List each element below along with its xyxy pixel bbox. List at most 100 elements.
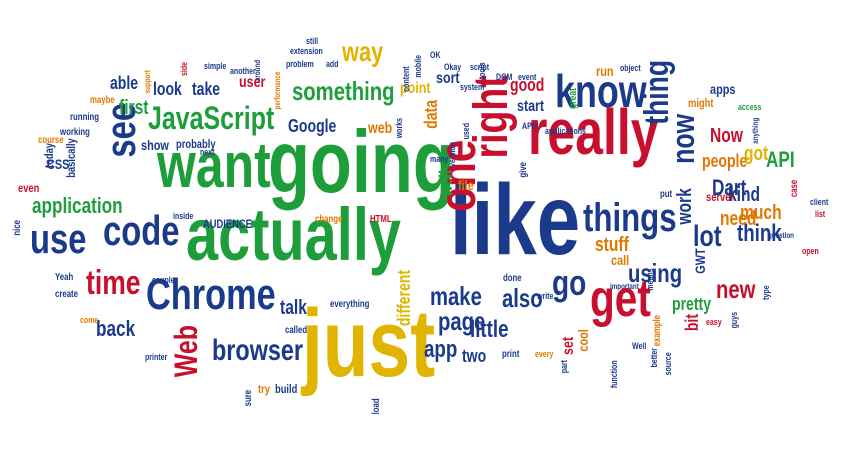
word-list: list (815, 209, 826, 219)
word-might: might (688, 96, 714, 110)
word-now: Now (710, 125, 743, 147)
word-much: much (740, 202, 782, 224)
word-look: look (153, 79, 182, 99)
word-run: run (596, 63, 614, 79)
word-running: running (70, 112, 100, 123)
word-load: load (371, 398, 382, 415)
word-version: version (447, 141, 457, 167)
word-source: source (663, 352, 673, 376)
word-get: get (590, 270, 651, 328)
word-chrome: Chrome (146, 270, 276, 319)
word-means: means (645, 268, 655, 291)
word-couple: couple (152, 275, 175, 285)
word-change: change (315, 214, 343, 225)
word-way: way (342, 36, 384, 67)
word-show: show (141, 137, 169, 153)
word-many: many (430, 154, 449, 164)
word-case: case (789, 179, 800, 198)
word-want: want (157, 129, 271, 201)
word-stuff: stuff (595, 234, 629, 256)
word-come: come (80, 315, 99, 325)
word-called: called (285, 325, 308, 336)
word-important: important (610, 282, 639, 291)
word-css: CSS (47, 156, 70, 172)
word-talk: talk (280, 297, 307, 319)
word-everything: everything (330, 299, 370, 310)
word-know: know (555, 65, 647, 117)
word-extension: extension (290, 46, 323, 56)
word-able: able (110, 73, 139, 93)
word-open: open (802, 246, 819, 256)
word-still: still (306, 36, 319, 46)
word-going: going (268, 112, 455, 211)
word-web: Web (168, 325, 204, 378)
word-system: system (460, 82, 485, 92)
word-well: well (436, 169, 456, 197)
word-anything: anything (751, 117, 760, 144)
word-dart: Dart (712, 175, 747, 200)
word-type: type (761, 285, 771, 300)
word-create: create (55, 289, 78, 300)
word-great: great (567, 88, 579, 110)
word-using: using (628, 258, 683, 288)
word-better: better (649, 347, 659, 368)
word-page: page (438, 306, 486, 336)
word-good: good (510, 75, 545, 95)
word-inside: inside (173, 211, 194, 221)
word-write: write (537, 291, 554, 301)
word-yeah: Yeah (55, 272, 74, 283)
word-google: Google (288, 116, 337, 136)
word-guys: guys (729, 311, 739, 329)
word-access: access (738, 102, 762, 112)
word-object: object (620, 63, 641, 73)
word-server: server (706, 190, 735, 204)
word-works: works (394, 117, 404, 139)
word-cool: cool (575, 329, 591, 352)
word-build: build (275, 382, 298, 396)
word-sort: sort (436, 70, 460, 87)
word-people: people (702, 151, 748, 171)
word-put: put (660, 189, 673, 200)
word-start: start (517, 98, 545, 115)
word-really: really (528, 96, 659, 168)
word-today: today (42, 142, 56, 168)
word-new: new (716, 274, 756, 304)
word-go: go (552, 262, 587, 303)
word-gwt: GWT (692, 248, 708, 274)
word-sure: sure (243, 389, 254, 407)
word-easy: easy (706, 317, 722, 327)
word-take: take (192, 79, 221, 99)
word-even: even (18, 181, 40, 195)
word-just: just (302, 290, 436, 397)
word-another: another (230, 66, 256, 76)
word-make: make (430, 281, 482, 311)
word-like: like (450, 164, 581, 276)
word-content: content (401, 66, 411, 92)
word-client: client (810, 197, 829, 207)
word-back: back (96, 316, 136, 341)
word-part: part (559, 359, 569, 374)
word-javascript: JavaScript (148, 100, 275, 136)
word-question: question (768, 231, 795, 240)
word-maybe: maybe (90, 95, 115, 106)
word-printer: printer (145, 352, 168, 362)
word-basically: basically (64, 138, 78, 178)
word-also: also (502, 283, 543, 313)
word-print: print (502, 349, 520, 360)
word-apis: APIs (522, 121, 538, 131)
word-browser: browser (212, 334, 304, 367)
word-app: app (424, 336, 458, 363)
word-got: got (744, 143, 769, 165)
word-code: code (103, 207, 180, 254)
word-side: side (179, 61, 189, 77)
word-call: call (611, 252, 630, 268)
word-performance: performance (273, 71, 282, 110)
word-file: file (458, 177, 474, 193)
word-point: point (400, 80, 431, 97)
word-data: data (421, 99, 441, 129)
word-add: add (326, 59, 339, 69)
word-two: two (462, 346, 487, 366)
word-next: next (200, 147, 215, 157)
word-function: function (609, 360, 619, 389)
